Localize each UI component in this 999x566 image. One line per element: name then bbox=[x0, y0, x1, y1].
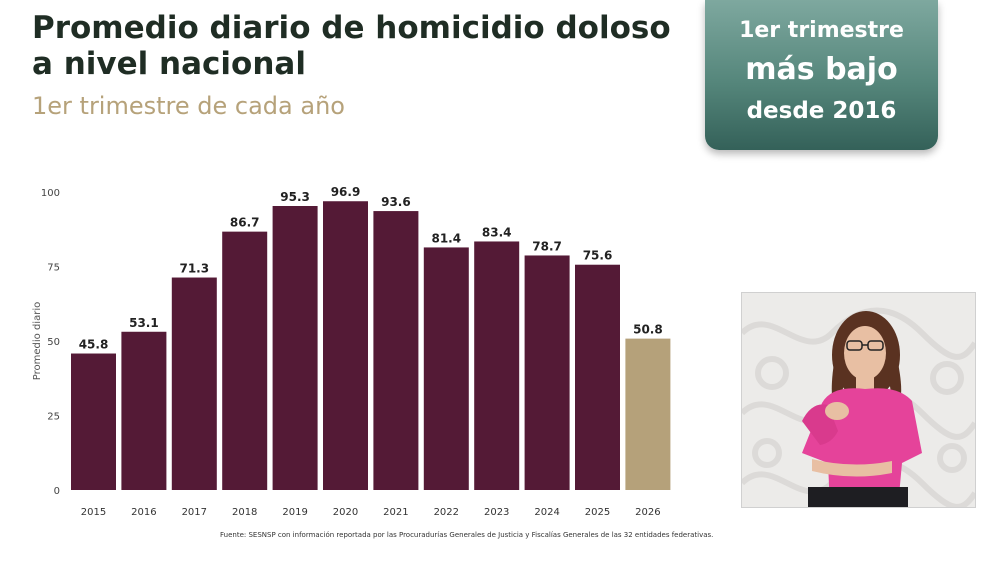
source-note: Fuente: SESNSP con información reportada… bbox=[220, 531, 714, 539]
badge-line-3: desde 2016 bbox=[746, 98, 897, 124]
badge-line-2: más bajo bbox=[745, 52, 898, 87]
bar-2021 bbox=[373, 211, 419, 490]
chart-title: Promedio diario de homicidio doloso a ni… bbox=[32, 10, 671, 82]
x-tick-label-2020: 2020 bbox=[333, 507, 358, 518]
bar-2018 bbox=[222, 231, 268, 490]
y-tick-label: 75 bbox=[47, 263, 60, 274]
bar-2015 bbox=[71, 353, 116, 490]
sign-language-interpreter-video bbox=[741, 292, 976, 508]
bar-2020 bbox=[323, 201, 368, 490]
data-label-2024: 78.7 bbox=[532, 239, 562, 253]
data-label-2025: 75.6 bbox=[583, 249, 613, 263]
x-tick-label-2022: 2022 bbox=[434, 507, 459, 518]
x-tick-label-2024: 2024 bbox=[534, 507, 559, 518]
data-label-2021: 93.6 bbox=[381, 195, 411, 209]
x-tick-label-2016: 2016 bbox=[131, 507, 156, 518]
data-label-2023: 83.4 bbox=[482, 225, 512, 239]
highlight-badge: 1er trimestre más bajo desde 2016 bbox=[705, 0, 938, 150]
bar-2017 bbox=[171, 277, 217, 490]
data-label-2015: 45.8 bbox=[79, 338, 109, 352]
data-label-2016: 53.1 bbox=[129, 316, 159, 330]
x-tick-label-2018: 2018 bbox=[232, 507, 257, 518]
y-tick-label: 50 bbox=[47, 337, 60, 348]
bar-2022 bbox=[423, 247, 469, 490]
y-tick-label: 25 bbox=[47, 412, 60, 423]
bar-2023 bbox=[474, 241, 520, 490]
chart-subtitle: 1er trimestre de cada año bbox=[32, 92, 345, 120]
x-tick-label-2017: 2017 bbox=[182, 507, 207, 518]
data-label-2019: 95.3 bbox=[280, 190, 310, 204]
bar-2019 bbox=[272, 206, 318, 491]
data-label-2020: 96.9 bbox=[331, 185, 361, 199]
bar-chart: Promedio diario 0 25 50 75 100 45.8 2015 53.1 201… bbox=[32, 185, 671, 518]
x-tick-label-2025: 2025 bbox=[585, 507, 610, 518]
y-axis-label: Promedio diario bbox=[32, 302, 43, 380]
data-label-2022: 81.4 bbox=[431, 231, 461, 245]
badge-line-1: 1er trimestre bbox=[739, 18, 904, 43]
bar-2016 bbox=[121, 331, 167, 490]
x-tick-label-2015: 2015 bbox=[81, 507, 106, 518]
y-tick-label: 0 bbox=[54, 486, 60, 497]
x-tick-label-2021: 2021 bbox=[383, 507, 408, 518]
y-tick-label: 100 bbox=[41, 188, 60, 199]
data-label-2018: 86.7 bbox=[230, 216, 260, 230]
bar-2026 bbox=[625, 338, 671, 490]
data-label-2026: 50.8 bbox=[633, 323, 663, 337]
interpreter-image bbox=[742, 293, 975, 507]
x-tick-label-2023: 2023 bbox=[484, 507, 509, 518]
bar-2024 bbox=[524, 255, 570, 490]
bar-2025 bbox=[575, 264, 620, 490]
x-tick-label-2019: 2019 bbox=[282, 507, 307, 518]
data-label-2017: 71.3 bbox=[179, 262, 209, 276]
x-tick-label-2026: 2026 bbox=[635, 507, 660, 518]
